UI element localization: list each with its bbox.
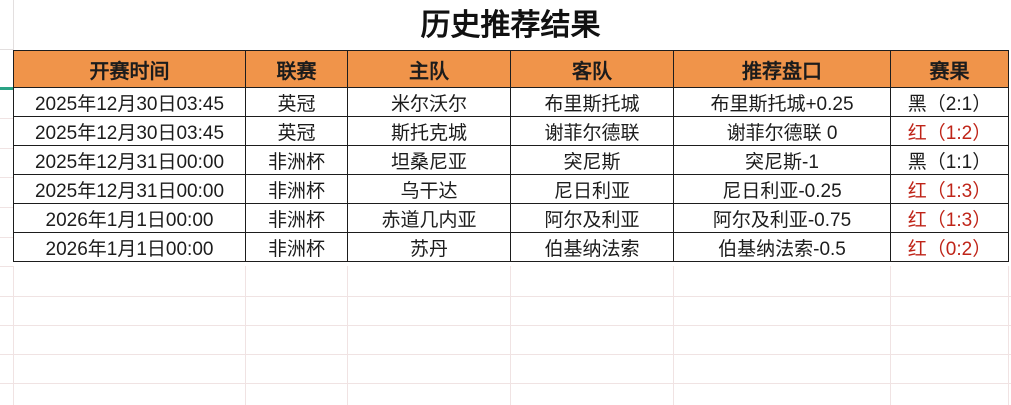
table-row: 2026年1月1日00:00 非洲杯 苏丹 伯基纳法索 伯基纳法索-0.5 红（… (13, 232, 1009, 262)
cell-home[interactable]: 苏丹 (347, 232, 511, 262)
cell-handicap[interactable]: 布里斯托城+0.25 (673, 87, 891, 117)
cell-home[interactable]: 米尔沃尔 (347, 87, 511, 117)
gridline (0, 118, 13, 119)
cell-result[interactable]: 红（1:2） (890, 116, 1009, 146)
gridline (673, 266, 674, 405)
cell-result[interactable]: 红（1:3） (890, 174, 1009, 204)
cell-away[interactable]: 伯基纳法索 (510, 232, 674, 262)
table-row: 2025年12月31日00:00 非洲杯 乌干达 尼日利亚 尼日利亚-0.25 … (13, 174, 1009, 204)
cell-handicap[interactable]: 谢菲尔德联 0 (673, 116, 891, 146)
cell-handicap[interactable]: 伯基纳法索-0.5 (673, 232, 891, 262)
cell-time[interactable]: 2025年12月31日00:00 (13, 145, 246, 175)
gridline (0, 207, 13, 208)
cell-away[interactable]: 谢菲尔德联 (510, 116, 674, 146)
gridline (0, 325, 1011, 326)
cell-handicap[interactable]: 突尼斯-1 (673, 145, 891, 175)
table-row: 2026年1月1日00:00 非洲杯 赤道几内亚 阿尔及利亚 阿尔及利亚-0.7… (13, 203, 1009, 233)
col-header-home[interactable]: 主队 (347, 50, 511, 88)
gridline (13, 0, 14, 50)
cell-league[interactable]: 非洲杯 (245, 145, 348, 175)
col-header-handicap[interactable]: 推荐盘口 (673, 50, 891, 88)
table-row: 2025年12月31日00:00 非洲杯 坦桑尼亚 突尼斯 突尼斯-1 黑（1:… (13, 145, 1009, 175)
cell-league[interactable]: 非洲杯 (245, 232, 348, 262)
header-row: 开赛时间 联赛 主队 客队 推荐盘口 赛果 (13, 50, 1009, 88)
gridline (13, 266, 14, 405)
cell-away[interactable]: 尼日利亚 (510, 174, 674, 204)
cell-handicap[interactable]: 阿尔及利亚-0.75 (673, 203, 891, 233)
cell-time[interactable]: 2025年12月30日03:45 (13, 116, 246, 146)
cell-time[interactable]: 2026年1月1日00:00 (13, 203, 246, 233)
col-header-away[interactable]: 客队 (510, 50, 674, 88)
gridline (510, 266, 511, 405)
cell-away[interactable]: 突尼斯 (510, 145, 674, 175)
col-header-result[interactable]: 赛果 (890, 50, 1009, 88)
col-header-league[interactable]: 联赛 (245, 50, 348, 88)
cell-home[interactable]: 乌干达 (347, 174, 511, 204)
gridline (347, 266, 348, 405)
cell-home[interactable]: 斯托克城 (347, 116, 511, 146)
cell-league[interactable]: 英冠 (245, 116, 348, 146)
gridline (0, 148, 13, 149)
table-row: 2025年12月30日03:45 英冠 米尔沃尔 布里斯托城 布里斯托城+0.2… (13, 87, 1009, 117)
gridline (1008, 266, 1009, 405)
cell-result[interactable]: 黑（2:1） (890, 87, 1009, 117)
page-title[interactable]: 历史推荐结果 (420, 9, 601, 42)
cell-time[interactable]: 2026年1月1日00:00 (13, 232, 246, 262)
cell-handicap[interactable]: 尼日利亚-0.25 (673, 174, 891, 204)
gridline (0, 354, 1011, 355)
gridline (0, 296, 1011, 297)
freeze-pane-mark (0, 87, 14, 90)
table-row: 2025年12月30日03:45 英冠 斯托克城 谢菲尔德联 谢菲尔德联 0 红… (13, 116, 1009, 146)
cell-result[interactable]: 红（1:3） (890, 203, 1009, 233)
gridline (0, 383, 1011, 384)
cell-away[interactable]: 阿尔及利亚 (510, 203, 674, 233)
gridline (0, 266, 13, 267)
col-header-time[interactable]: 开赛时间 (13, 50, 246, 88)
cell-result[interactable]: 黑（1:1） (890, 145, 1009, 175)
gridline (245, 266, 246, 405)
gridline (0, 49, 13, 50)
cell-home[interactable]: 赤道几内亚 (347, 203, 511, 233)
cell-away[interactable]: 布里斯托城 (510, 87, 674, 117)
cell-league[interactable]: 非洲杯 (245, 203, 348, 233)
cell-time[interactable]: 2025年12月30日03:45 (13, 87, 246, 117)
cell-home[interactable]: 坦桑尼亚 (347, 145, 511, 175)
cell-league[interactable]: 非洲杯 (245, 174, 348, 204)
cell-result[interactable]: 红（0:2） (890, 232, 1009, 262)
results-table: 开赛时间 联赛 主队 客队 推荐盘口 赛果 2025年12月30日03:45 英… (13, 50, 1009, 262)
gridline (0, 237, 13, 238)
gridline (0, 177, 13, 178)
cell-time[interactable]: 2025年12月31日00:00 (13, 174, 246, 204)
cell-league[interactable]: 英冠 (245, 87, 348, 117)
gridline (890, 266, 891, 405)
